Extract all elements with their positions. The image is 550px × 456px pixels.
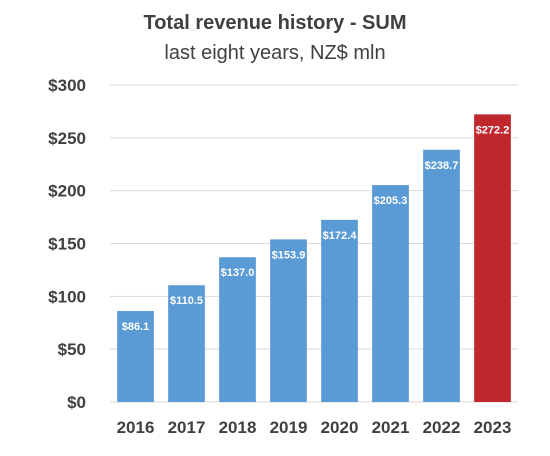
x-tick-label: 2022: [423, 418, 461, 437]
bar-2021: [372, 185, 409, 402]
x-tick-label: 2018: [219, 418, 257, 437]
bar-2020: [321, 219, 358, 402]
bar-2023: [474, 114, 511, 402]
bar-2016: [117, 311, 154, 402]
x-tick-label: 2023: [474, 418, 512, 437]
y-tick-label: $150: [48, 235, 86, 254]
x-tick-label: 2021: [372, 418, 410, 437]
x-tick-label: 2020: [321, 418, 359, 437]
data-label: $172.4: [323, 230, 358, 242]
y-axis: $0 $50 $100 $150 $200 $250 $300: [48, 76, 86, 412]
data-label: $137.0: [221, 267, 255, 279]
data-label: $238.7: [425, 160, 459, 172]
y-tick-label: $300: [48, 76, 86, 95]
data-label: $110.5: [170, 295, 203, 307]
x-tick-label: 2019: [270, 418, 308, 437]
chart-title: Total revenue history - SUM: [143, 12, 407, 34]
bars: [117, 114, 511, 402]
data-label: $153.9: [272, 249, 306, 261]
data-label: $272.2: [476, 124, 510, 136]
y-tick-label: $50: [58, 340, 86, 359]
x-tick-label: 2017: [168, 418, 206, 437]
data-labels: $86.1 $110.5 $137.0 $153.9 $172.4 $205.3 $238.…: [122, 124, 510, 333]
y-tick-label: $100: [48, 287, 86, 306]
x-tick-label: 2016: [117, 418, 155, 437]
bar-2022: [423, 149, 460, 402]
bar-2018: [219, 257, 256, 402]
y-tick-label: $250: [48, 129, 86, 148]
data-label: $205.3: [374, 195, 408, 207]
y-tick-label: $200: [48, 182, 86, 201]
data-label: $86.1: [122, 321, 150, 333]
bar-2017: [168, 285, 205, 402]
chart-subtitle: last eight years, NZ$ mln: [164, 42, 386, 64]
x-axis: 2016 2017 2018 2019 2020 2021 2022 2023: [117, 418, 512, 437]
y-tick-label: $0: [67, 393, 86, 412]
bar-2019: [270, 239, 307, 402]
